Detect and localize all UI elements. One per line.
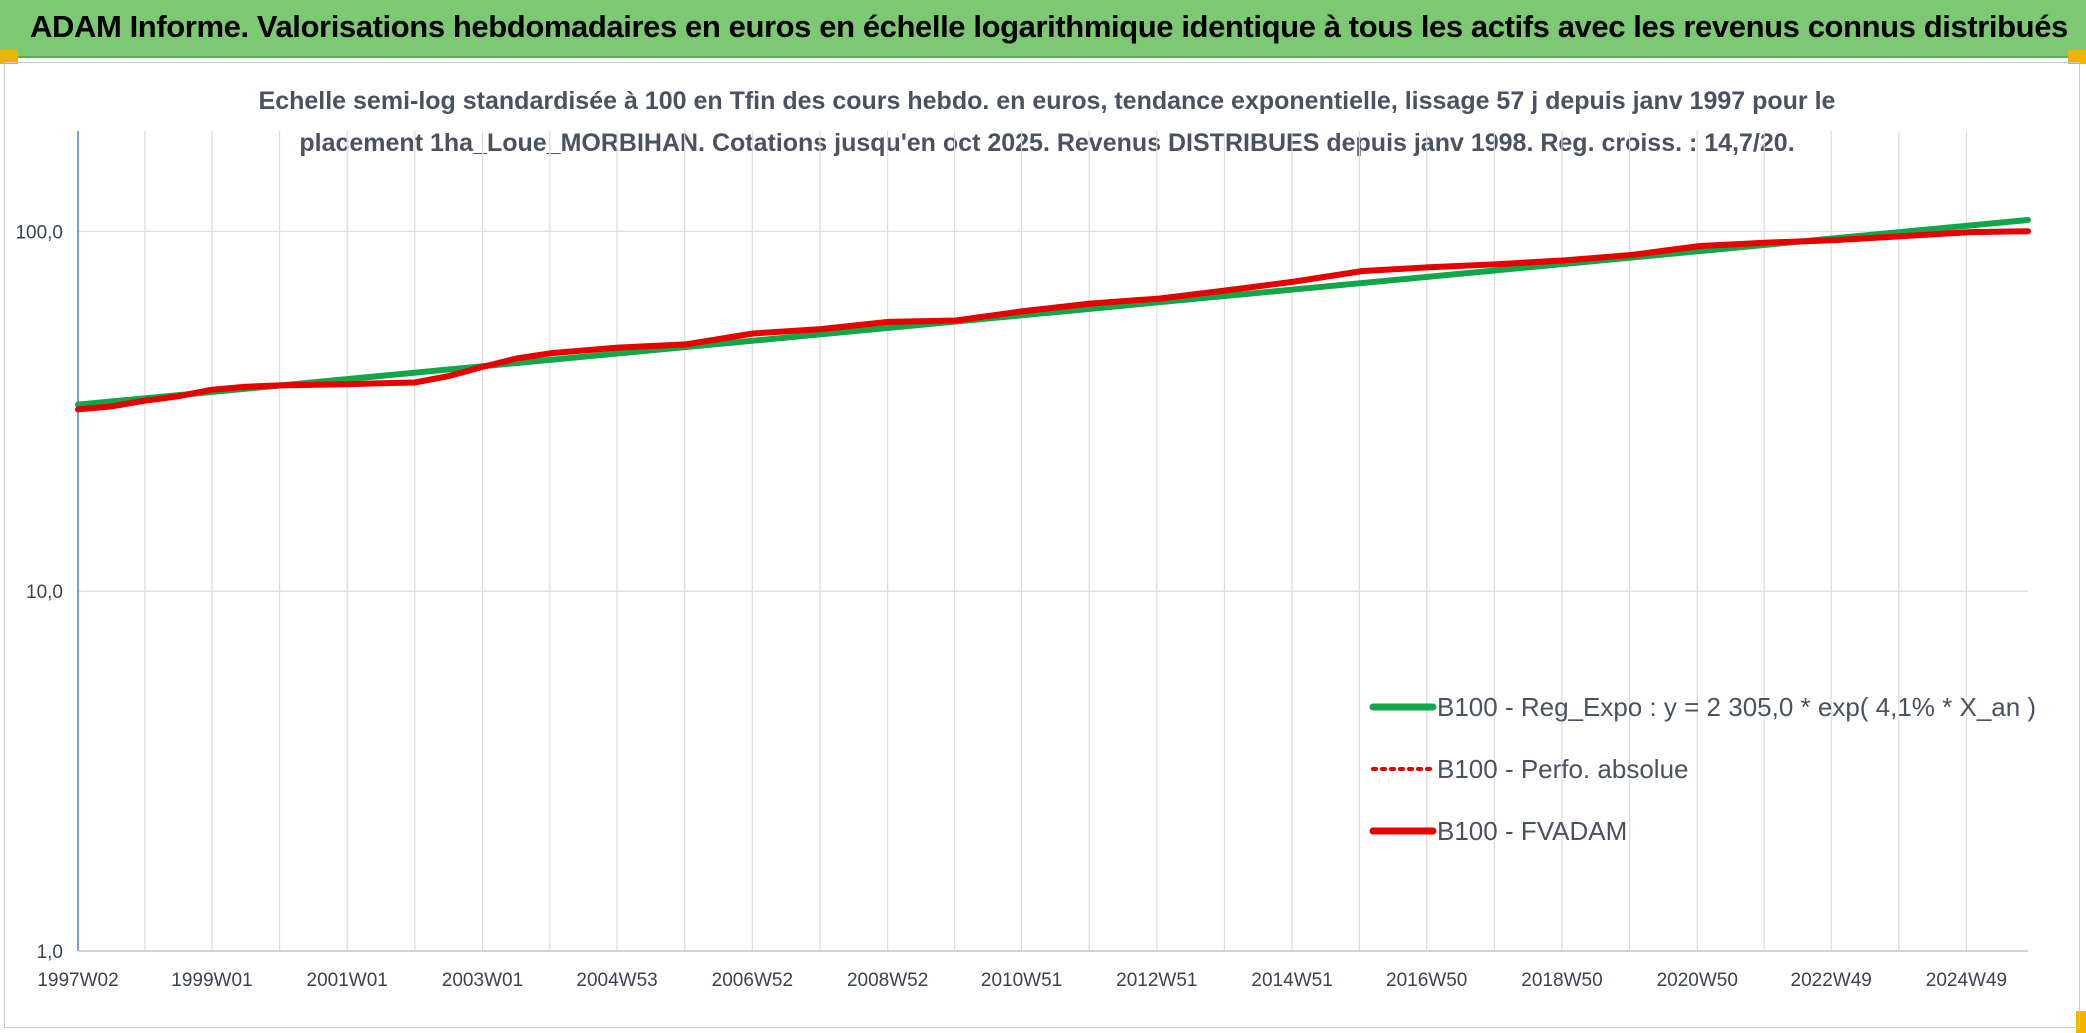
legend: B100 - Reg_Expo : y = 2 305,0 * exp( 4,1… bbox=[1369, 692, 2036, 846]
axes: 1,0 10,0 100,0 1997W02 1999W01 2001W01 2003W01… bbox=[15, 131, 2028, 991]
chart-subtitle: Echelle semi-log standardisée à 100 en T… bbox=[259, 87, 1836, 157]
y-tick-label: 100,0 bbox=[15, 222, 63, 243]
corner-marker-right bbox=[2068, 50, 2086, 64]
x-tick-label: 1999W01 bbox=[171, 970, 252, 991]
x-tick-label: 2003W01 bbox=[442, 970, 523, 991]
legend-label: B100 - FVADAM bbox=[1437, 816, 1627, 846]
gridlines bbox=[78, 131, 2028, 952]
x-tick-label: 2020W50 bbox=[1657, 970, 1738, 991]
y-tick-label: 1,0 bbox=[37, 942, 63, 963]
x-tick-label: 2004W53 bbox=[576, 970, 657, 991]
series-regression-line bbox=[75, 217, 2031, 408]
x-tick-label: 2001W01 bbox=[307, 970, 388, 991]
x-tick-label: 2018W50 bbox=[1521, 970, 1602, 991]
corner-marker-left bbox=[0, 50, 18, 64]
x-tick-label: 2016W50 bbox=[1386, 970, 1467, 991]
series-fvadam-line bbox=[75, 228, 2031, 413]
x-tick-label: 2012W51 bbox=[1116, 970, 1197, 991]
report-banner: ADAM Informe. Valorisations hebdomadaire… bbox=[0, 0, 2086, 58]
legend-label: B100 - Reg_Expo : y = 2 305,0 * exp( 4,1… bbox=[1437, 692, 2036, 722]
x-tick-label: 2008W52 bbox=[847, 970, 928, 991]
chart-subtitle-line-2: placement 1ha_Loue_MORBIHAN. Cotations j… bbox=[299, 129, 1794, 157]
legend-label: B100 - Perfo. absolue bbox=[1437, 754, 1689, 784]
x-tick-label: 2006W52 bbox=[712, 970, 793, 991]
series-group bbox=[75, 217, 2031, 413]
x-tick-label: 2022W49 bbox=[1791, 970, 1872, 991]
x-tick-label: 2024W49 bbox=[1926, 970, 2007, 991]
corner-marker-bottom bbox=[2076, 1011, 2086, 1033]
y-tick-label: 10,0 bbox=[26, 582, 63, 603]
chart-subtitle-line-1: Echelle semi-log standardisée à 100 en T… bbox=[259, 87, 1836, 115]
x-tick-label: 2014W51 bbox=[1251, 970, 1332, 991]
x-tick-label: 1997W02 bbox=[37, 970, 118, 991]
chart-canvas: Echelle semi-log standardisée à 100 en T… bbox=[15, 87, 2036, 991]
x-tick-label: 2010W51 bbox=[981, 970, 1062, 991]
report-title: ADAM Informe. Valorisations hebdomadaire… bbox=[30, 9, 2068, 44]
chart-area: Echelle semi-log standardisée à 100 en T… bbox=[4, 62, 2080, 1028]
